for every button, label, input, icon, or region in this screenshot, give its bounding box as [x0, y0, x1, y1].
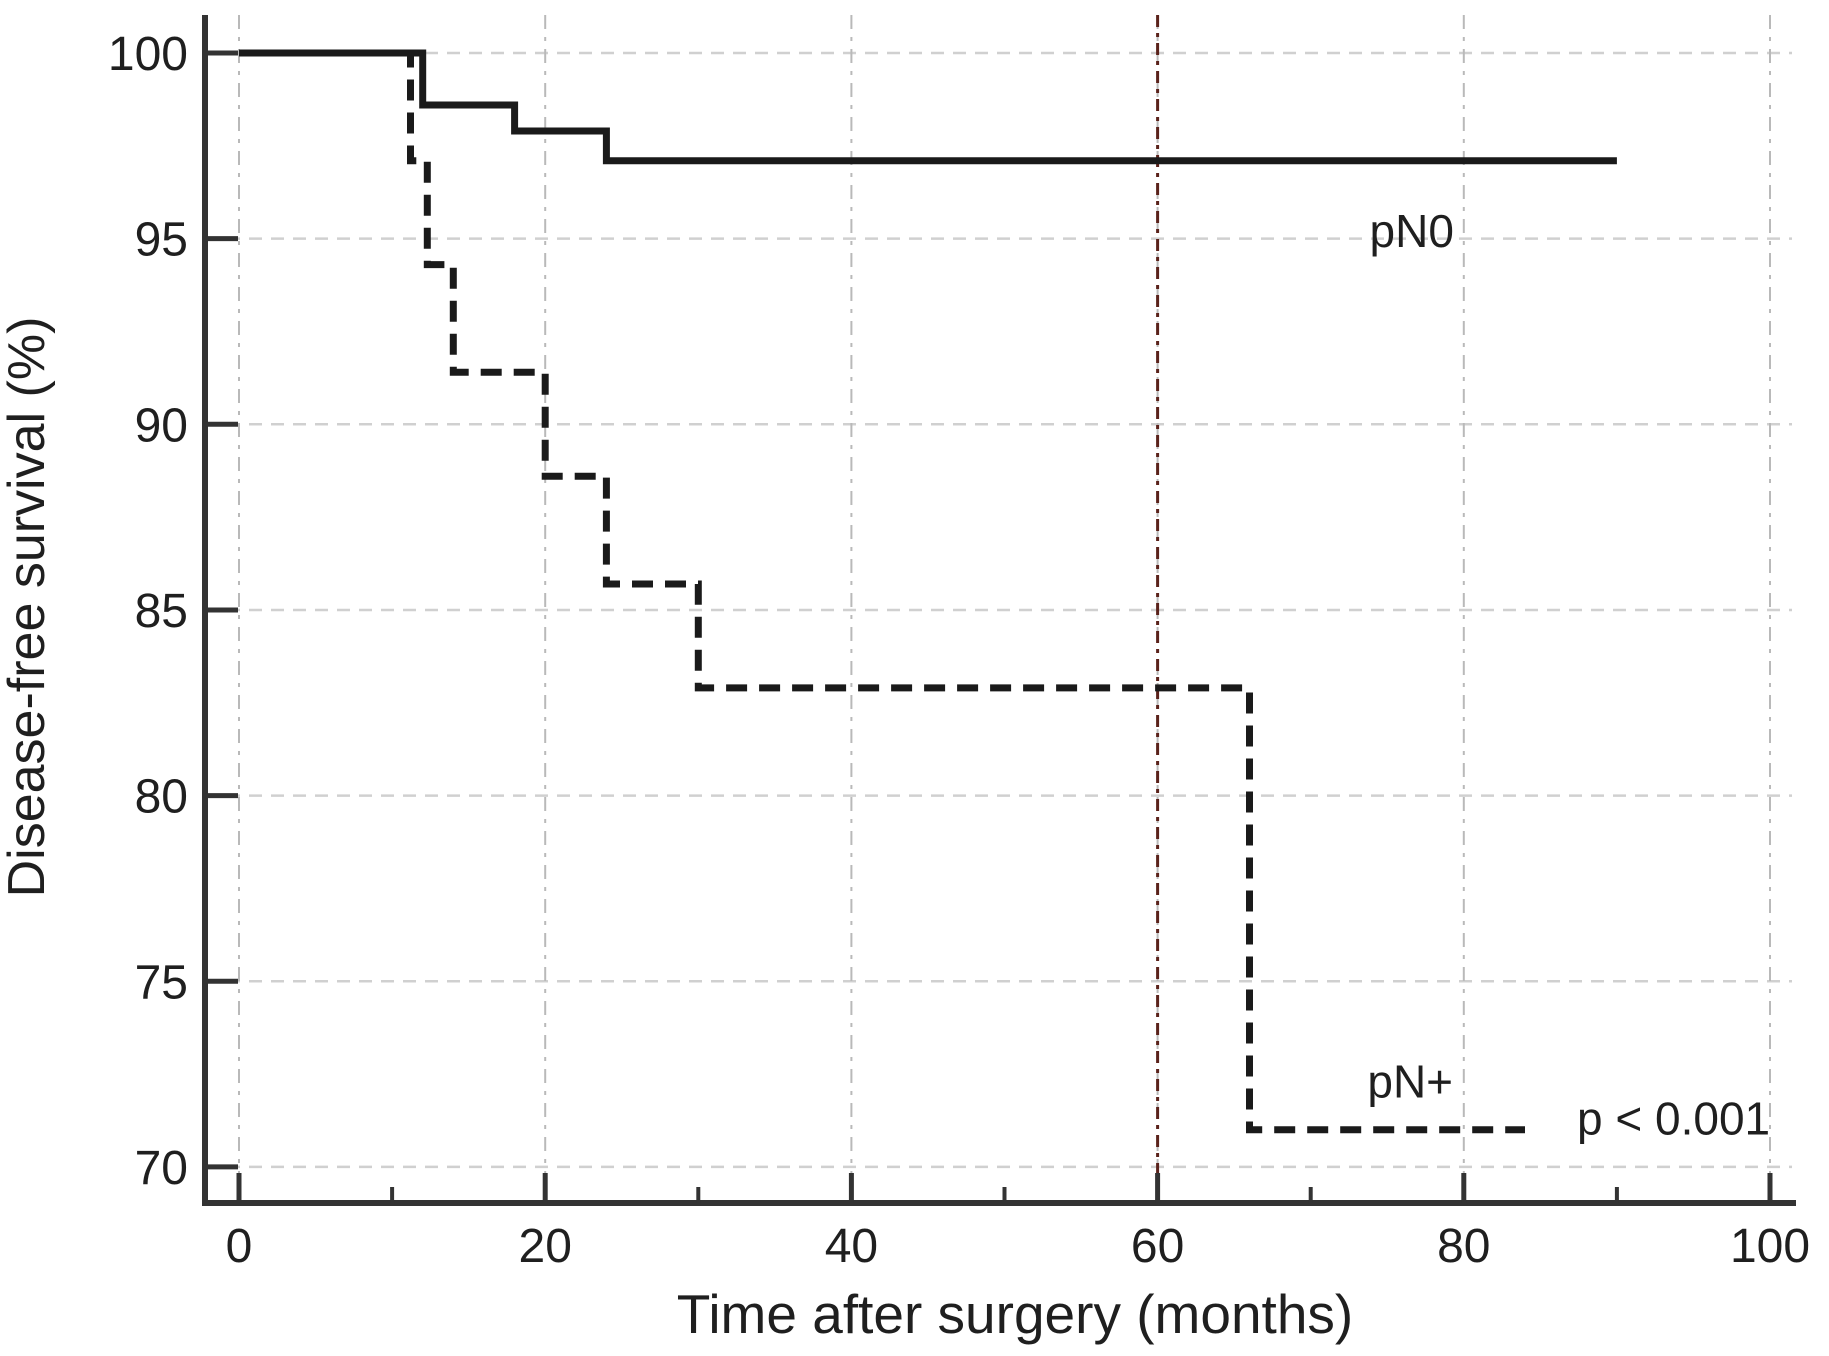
- x-tick-label-80: 80: [1437, 1220, 1490, 1273]
- survival-curves: [239, 49, 1617, 1134]
- tick-marks: [205, 50, 1773, 1203]
- y-axis-title: Disease-free survival (%): [0, 317, 56, 898]
- x-tick-label-100: 100: [1730, 1220, 1810, 1273]
- curve-pn-plus: [239, 49, 1525, 1134]
- y-tick-label-70: 70: [135, 1142, 188, 1195]
- x-tick-label-40: 40: [825, 1220, 878, 1273]
- y-tick-label-80: 80: [135, 771, 188, 824]
- series-label-pn-plus: pN+: [1367, 1056, 1453, 1108]
- y-tick-label-100: 100: [108, 28, 188, 81]
- horizontal-gridlines: [205, 51, 1792, 1169]
- y-tick-label-75: 75: [135, 956, 188, 1009]
- series-label-pn0: pN0: [1370, 205, 1454, 257]
- x-tick-label-20: 20: [519, 1220, 572, 1273]
- curve-pn0: [239, 49, 1617, 165]
- curve-labels-and-annotations: pN0 pN+ p < 0.001: [1367, 205, 1770, 1144]
- y-tick-label-90: 90: [135, 399, 188, 452]
- y-tick-label-95: 95: [135, 214, 188, 267]
- x-axis-title: Time after surgery (months): [677, 1283, 1353, 1345]
- x-tick-label-60: 60: [1131, 1220, 1184, 1273]
- p-value-annotation: p < 0.001: [1577, 1093, 1770, 1145]
- x-tick-label-0: 0: [226, 1220, 253, 1273]
- tick-labels: 70 75 80 85 90 95 100 0 20 40 60 80 100: [108, 28, 1810, 1273]
- y-tick-label-85: 85: [135, 585, 188, 638]
